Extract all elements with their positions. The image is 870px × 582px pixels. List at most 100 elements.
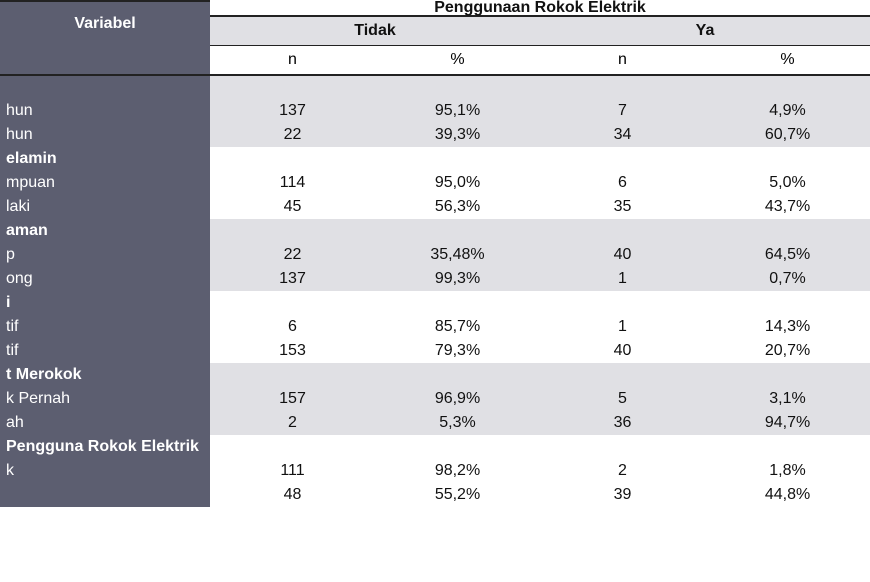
cell-pct-ya: 1,8% [705, 459, 870, 483]
row-label: hun [0, 123, 210, 147]
header-main-title: Penggunaan Rokok Elektrik [210, 1, 870, 16]
group-header: t Merokok [0, 363, 210, 387]
header-pct-tidak: % [375, 46, 540, 76]
cell-n-tidak: 2 [210, 411, 375, 435]
row-label: tif [0, 315, 210, 339]
crosstab-table: Variabel Penggunaan Rokok Elektrik Tidak… [0, 0, 870, 507]
cell-n-tidak: 153 [210, 339, 375, 363]
blank-cell [375, 75, 540, 99]
n-label-1: n [288, 51, 297, 68]
blank-cell [540, 291, 705, 315]
cell-pct-tidak: 79,3% [375, 339, 540, 363]
blank-cell [705, 363, 870, 387]
cell-pct-tidak: 98,2% [375, 459, 540, 483]
cell-n-ya: 40 [540, 243, 705, 267]
group-header: aman [0, 219, 210, 243]
header-ya: Ya [540, 16, 870, 46]
row-label: mpuan [0, 171, 210, 195]
blank-cell [375, 435, 540, 459]
blank-cell [540, 75, 705, 99]
cell-n-ya: 6 [540, 171, 705, 195]
header-variable: Variabel [0, 1, 210, 46]
cell-pct-ya: 44,8% [705, 483, 870, 507]
row-label: ah [0, 411, 210, 435]
blank-cell [705, 147, 870, 171]
cell-pct-tidak: 5,3% [375, 411, 540, 435]
cell-pct-ya: 0,7% [705, 267, 870, 291]
cell-pct-tidak: 35,48% [375, 243, 540, 267]
group-header: elamin [0, 147, 210, 171]
blank-cell [210, 363, 375, 387]
blank-cell [210, 291, 375, 315]
cell-pct-ya: 4,9% [705, 99, 870, 123]
main-title-text: Penggunaan Rokok Elektrik [434, 0, 646, 16]
group-header: i [0, 291, 210, 315]
cell-pct-tidak: 96,9% [375, 387, 540, 411]
cell-n-ya: 34 [540, 123, 705, 147]
cell-pct-tidak: 85,7% [375, 315, 540, 339]
cell-n-tidak: 22 [210, 123, 375, 147]
cell-n-tidak: 48 [210, 483, 375, 507]
cell-pct-tidak: 99,3% [375, 267, 540, 291]
cell-pct-ya: 20,7% [705, 339, 870, 363]
row-label: hun [0, 99, 210, 123]
row-label: laki [0, 195, 210, 219]
cell-n-tidak: 114 [210, 171, 375, 195]
n-label-2: n [618, 51, 627, 68]
ya-label: Ya [696, 22, 715, 39]
cell-pct-ya: 94,7% [705, 411, 870, 435]
group-header: Pengguna Rokok Elektrik [0, 435, 210, 459]
variable-label: Variabel [74, 15, 135, 32]
cell-n-tidak: 157 [210, 387, 375, 411]
cell-n-ya: 36 [540, 411, 705, 435]
cell-n-tidak: 137 [210, 99, 375, 123]
pct-label-2: % [780, 51, 794, 68]
blank-cell [540, 147, 705, 171]
blank-cell [540, 219, 705, 243]
cell-n-ya: 1 [540, 315, 705, 339]
cell-n-ya: 40 [540, 339, 705, 363]
cell-pct-tidak: 95,1% [375, 99, 540, 123]
blank-cell [210, 435, 375, 459]
cell-n-ya: 5 [540, 387, 705, 411]
cell-pct-ya: 64,5% [705, 243, 870, 267]
header-pct-ya: % [705, 46, 870, 76]
blank-cell [705, 435, 870, 459]
cell-n-tidak: 111 [210, 459, 375, 483]
row-label: ong [0, 267, 210, 291]
cell-n-ya: 2 [540, 459, 705, 483]
header-n-ya: n [540, 46, 705, 76]
cell-n-ya: 1 [540, 267, 705, 291]
blank-cell [375, 363, 540, 387]
header-tidak: Tidak [210, 16, 540, 46]
blank-cell [540, 363, 705, 387]
cell-n-tidak: 137 [210, 267, 375, 291]
group-header [0, 75, 210, 99]
cell-pct-tidak: 39,3% [375, 123, 540, 147]
cell-pct-ya: 14,3% [705, 315, 870, 339]
blank-cell [210, 147, 375, 171]
blank-cell [210, 219, 375, 243]
cell-pct-tidak: 95,0% [375, 171, 540, 195]
cell-n-ya: 39 [540, 483, 705, 507]
blank-cell [705, 219, 870, 243]
cell-pct-ya: 5,0% [705, 171, 870, 195]
pct-label-1: % [450, 51, 464, 68]
header-n-tidak: n [210, 46, 375, 76]
row-label: k Pernah [0, 387, 210, 411]
cell-pct-ya: 60,7% [705, 123, 870, 147]
cell-n-tidak: 6 [210, 315, 375, 339]
row-label: k [0, 459, 210, 483]
blank-cell [705, 75, 870, 99]
blank-cell [540, 435, 705, 459]
cell-pct-tidak: 56,3% [375, 195, 540, 219]
cell-n-tidak: 22 [210, 243, 375, 267]
blank-cell [375, 219, 540, 243]
cell-pct-ya: 43,7% [705, 195, 870, 219]
cell-n-ya: 7 [540, 99, 705, 123]
cell-n-ya: 35 [540, 195, 705, 219]
blank-cell [210, 75, 375, 99]
row-label: p [0, 243, 210, 267]
tidak-label: Tidak [354, 22, 396, 39]
header-blank [0, 46, 210, 76]
